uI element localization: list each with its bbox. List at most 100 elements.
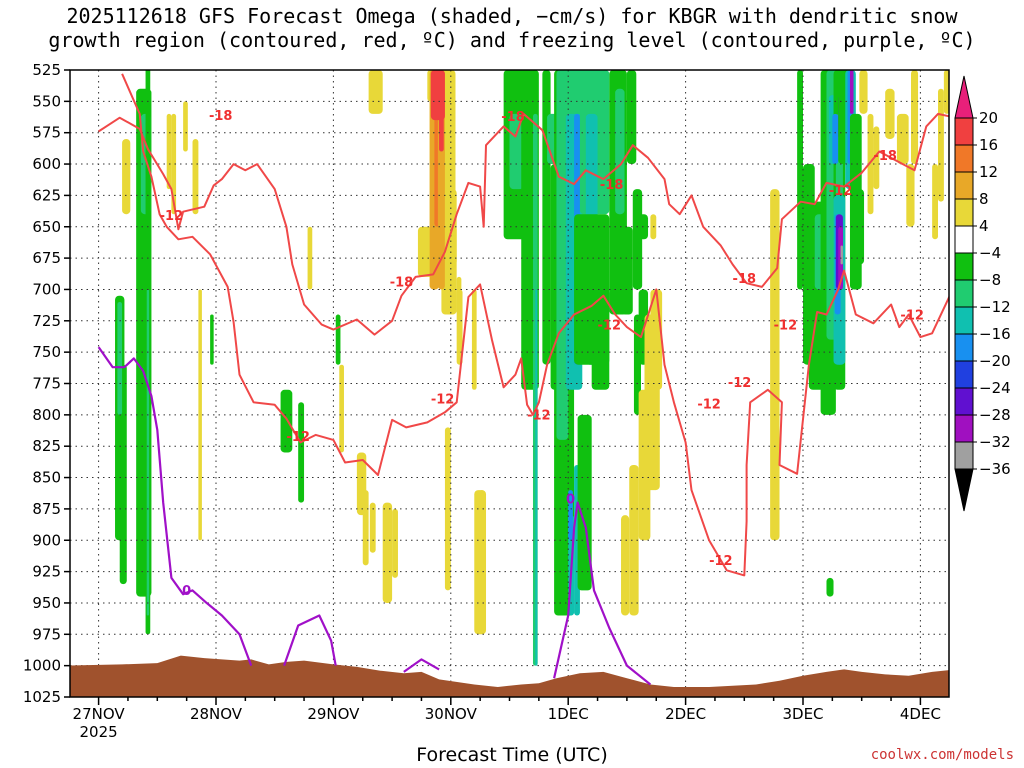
contours (97, 73, 949, 686)
y-tick-label: 975 (32, 625, 61, 643)
contour-label: -12 (160, 209, 184, 224)
y-tick-label: 725 (32, 312, 61, 330)
omega-shading (115, 1, 949, 666)
omega-cell (392, 508, 398, 578)
colorbar-label: −12 (979, 298, 1011, 316)
contour-label: -18 (600, 178, 624, 193)
omega-cell (832, 113, 839, 165)
y-tick-label: 775 (32, 375, 61, 393)
y-tick-label: 750 (32, 343, 61, 361)
colorbar-swatch (954, 117, 974, 146)
omega-cell (509, 113, 524, 190)
y-tick-label: 850 (32, 469, 61, 487)
contour-label: -18 (209, 109, 233, 124)
omega-cell (867, 113, 874, 215)
y-tick-label: 675 (32, 249, 61, 267)
omega-cell (849, 70, 854, 114)
y-tick-label: 575 (32, 124, 61, 142)
y-tick-label: 625 (32, 186, 61, 204)
colorbar-swatch (954, 387, 974, 416)
omega-cell (417, 226, 434, 277)
omega-cell (166, 113, 172, 190)
omega-cell (943, 70, 949, 114)
dendritic-contour (98, 112, 949, 336)
colorbar-label: −20 (979, 352, 1011, 370)
colorbar-label: 12 (979, 163, 998, 181)
y-tick-label: 1000 (23, 657, 61, 675)
freezing-contour (553, 501, 652, 686)
x-tick-label: 1DEC (548, 705, 589, 723)
freezing-contour (283, 614, 337, 666)
title-line-1: 2025112618 GFS Forecast Omega (shaded, −… (66, 4, 958, 28)
omega-cell (146, 289, 150, 616)
colorbar-label: 8 (979, 190, 989, 208)
colorbar-swatch (954, 279, 974, 308)
colorbar-label: −32 (979, 433, 1011, 451)
omega-cell (117, 301, 123, 415)
y-axis: 525 550 575 600 625 650 675 700 725 750 775 800 825 8… (23, 61, 70, 706)
y-tick-label: 875 (32, 500, 61, 518)
contour-label: -18 (390, 276, 414, 291)
contour-label: -12 (598, 318, 622, 333)
contour-label: -12 (728, 376, 752, 391)
colorbar-swatch (954, 441, 974, 470)
omega-cell (591, 289, 610, 390)
colorbar-swatch (954, 306, 974, 335)
freezing-contour (97, 346, 253, 666)
x-tick-label: 30NOV (425, 705, 478, 723)
colorbar-label: −8 (979, 271, 1001, 289)
colorbar-label: −24 (979, 379, 1011, 397)
y-tick-label: 1025 (23, 688, 61, 706)
omega-cell (339, 364, 344, 453)
contour-label: -12 (286, 430, 310, 445)
colorbar-swatch (954, 198, 974, 227)
y-tick-label: 525 (32, 61, 61, 79)
omega-cell (444, 427, 451, 591)
omega-cell (885, 88, 895, 139)
freezing-contour (403, 658, 440, 673)
y-tick-label: 950 (32, 594, 61, 612)
colorbar-top-arrow (954, 75, 974, 119)
y-tick-label: 700 (32, 280, 61, 298)
colorbar-swatch (954, 225, 974, 254)
omega-cell (770, 189, 780, 541)
y-tick-label: 600 (32, 155, 61, 173)
contour-label: -12 (527, 409, 551, 424)
omega-cell (382, 502, 393, 603)
colorbar-label: −28 (979, 406, 1011, 424)
y-tick-label: 900 (32, 531, 61, 549)
colorbar-swatch (954, 360, 974, 389)
colorbar-label: 4 (979, 217, 989, 235)
omega-cell (568, 490, 573, 541)
omega-cell (443, 64, 451, 67)
contour-label: -12 (774, 318, 798, 333)
y-tick-label: 650 (32, 218, 61, 236)
x-axis: 27NOV 28NOV 29NOV 30NOV 1DEC 2DEC 3DEC 4DEC 2025 (73, 697, 941, 741)
omega-cell (210, 314, 214, 365)
omega-cell (938, 88, 944, 202)
omega-cell (122, 138, 131, 215)
title-line-2: growth region (contoured, red, ºC) and f… (48, 28, 976, 52)
contour-label: -18 (501, 110, 525, 125)
omega-cell (192, 138, 199, 215)
omega-cell (896, 113, 909, 165)
dendritic-contour (121, 73, 949, 577)
colorbar-swatch (954, 144, 974, 173)
x-tick-label: 29NOV (307, 705, 360, 723)
omega-cell (906, 164, 915, 227)
y-tick-label: 550 (32, 92, 61, 110)
omega-cell (307, 226, 313, 290)
x-tick-label: 27NOV (73, 705, 126, 723)
omega-cell (298, 402, 305, 503)
colorbar-swatch (954, 333, 974, 362)
x-year-label: 2025 (80, 723, 118, 741)
colorbar-label: 20 (979, 109, 998, 127)
omega-cell (463, 1, 468, 64)
chart-title: 2025112618 GFS Forecast Omega (shaded, −… (0, 4, 1024, 52)
colorbar-bottom-arrow (954, 468, 974, 512)
omega-cell (368, 70, 383, 114)
contour-label: -18 (873, 149, 897, 164)
omega-cell (855, 189, 865, 265)
terrain-fill (70, 655, 949, 697)
